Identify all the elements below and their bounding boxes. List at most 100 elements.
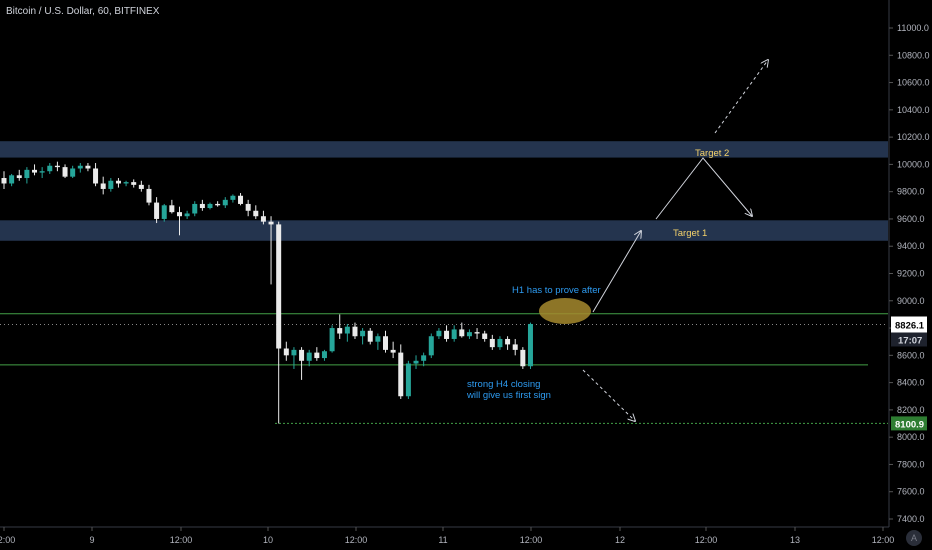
candle-body [169,205,175,213]
price-tick-label: 7800.0 [897,459,925,469]
candle [291,347,297,369]
price-axis: 7400.0 7600.0 7800.0 8000.0 8200.0 8400.0 8600… [888,0,930,527]
candle [398,344,404,399]
candle [283,341,289,361]
candle-body [253,210,259,217]
candle [16,169,22,181]
candle [306,349,312,367]
time-tick-label: 12:00 [0,535,15,545]
time-tick-label: 12:00 [695,535,718,545]
candle-body [482,333,488,339]
candle-body [306,352,312,361]
candle [54,161,60,172]
dashed-arrow-down [582,369,635,421]
low-price-label: 8100.9 [895,419,924,430]
candle-body [466,332,472,337]
zone-1 [0,141,888,158]
candle-body [383,336,388,350]
candle [93,163,99,187]
price-tick-label: 9600.0 [897,214,925,224]
candle-body [47,165,53,172]
highlight-oval [539,298,591,325]
candle-body [329,328,335,352]
candlesticks [1,161,533,424]
candle [321,349,327,361]
time-tick-label: 13 [790,535,800,545]
candle [520,347,526,369]
dashed-arrow-up [714,60,768,134]
candle [222,197,228,209]
candle-body [314,352,320,359]
candle [62,164,68,179]
candle [138,180,144,192]
candle [474,328,480,339]
candle [390,341,396,359]
candle-body [93,168,99,184]
candle-body [360,330,366,337]
tradingview-logo-icon: A [906,530,922,546]
resistance-zones [0,141,888,241]
candle [24,167,30,184]
candle [115,178,121,188]
candle-body [184,213,190,217]
price-tick-label: 11000.0 [897,23,929,33]
candle [299,347,305,380]
candle-body [436,330,442,337]
candle [276,221,282,424]
candle-body [115,180,121,184]
price-tick-label: 10400.0 [897,105,930,115]
zone-2 [0,220,888,241]
candle [207,202,213,210]
price-tick-label: 8200.0 [897,405,925,415]
candle-body [222,199,228,206]
candle-body [260,216,266,222]
candle [9,173,15,187]
time-tick-label: 9 [89,535,94,545]
candle-body [131,182,137,185]
candle-body [100,183,106,189]
candle-body [62,167,68,177]
annotation-text: strong H4 closing [467,379,540,390]
candle-body [375,336,381,342]
candle [39,167,45,179]
candle-body [512,344,518,350]
price-tick-label: 8400.0 [897,378,925,388]
price-tick-label: 7600.0 [897,487,925,497]
time-tick-label: 10 [263,535,273,545]
candle [215,201,221,207]
candle [70,165,76,179]
candle-body [16,175,22,179]
candle [421,352,427,367]
candle-body [108,180,114,189]
candle-body [283,348,289,356]
candle-body [520,349,526,367]
candle [383,330,388,353]
candle [245,199,251,217]
candle-body [85,165,91,169]
candle-body [70,168,76,177]
candle [238,193,244,206]
candle-body [444,330,450,339]
candle [268,216,274,285]
countdown-label: 17:07 [898,335,922,346]
candle [169,199,175,214]
candle-body [474,332,480,334]
candle-body [230,195,236,200]
price-tick-label: 8000.0 [897,432,925,442]
candle-body [207,203,213,209]
candle [360,328,366,345]
candle [100,176,106,195]
candle [352,322,358,339]
candle-body [123,182,129,184]
candle-body [9,175,15,184]
candle [436,328,442,339]
candle [497,336,503,350]
candle [176,206,182,236]
candle [146,184,152,206]
candle-body [344,326,350,334]
candle [405,360,411,399]
drawings [539,60,768,421]
candle-body [321,351,327,359]
price-tick-label: 9000.0 [897,296,925,306]
